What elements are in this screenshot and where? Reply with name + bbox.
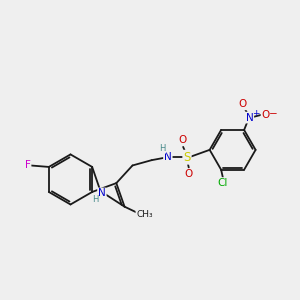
Text: N: N <box>164 152 172 162</box>
Text: −: − <box>268 109 277 119</box>
Text: S: S <box>183 151 191 164</box>
Text: CH₃: CH₃ <box>136 210 153 219</box>
Text: H: H <box>92 195 98 204</box>
Text: +: + <box>252 109 260 118</box>
Text: O: O <box>184 169 193 179</box>
Text: O: O <box>262 110 270 120</box>
Text: H: H <box>159 144 166 153</box>
Text: F: F <box>25 160 31 170</box>
Text: Cl: Cl <box>218 178 228 188</box>
Text: N: N <box>98 188 106 198</box>
Text: O: O <box>178 135 187 145</box>
Text: N: N <box>245 112 253 123</box>
Text: O: O <box>239 99 247 109</box>
